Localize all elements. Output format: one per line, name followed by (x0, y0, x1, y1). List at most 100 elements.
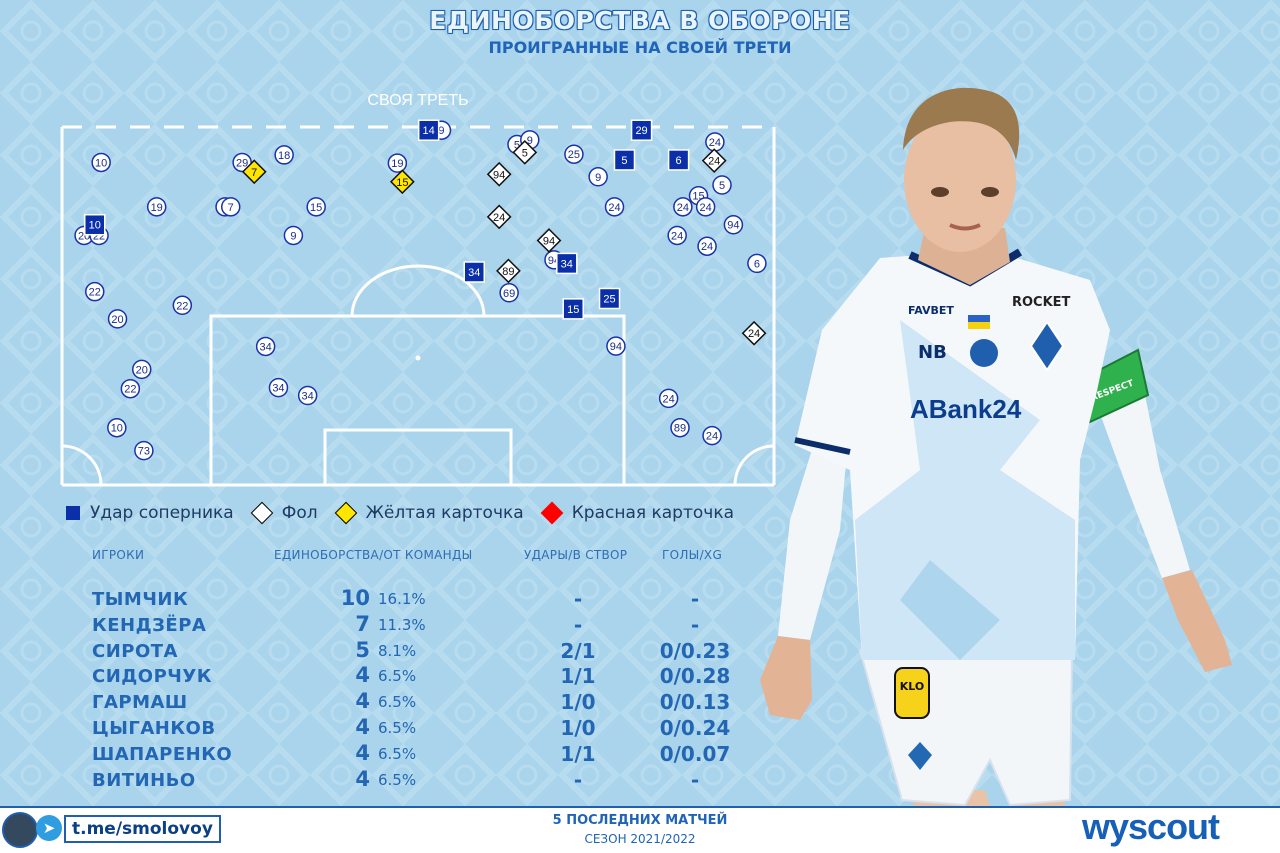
duel-point (747, 253, 767, 274)
duel-point (107, 309, 128, 329)
table-row: ГАРМАШ 4 6.5% 1/0 0/0.13 (0, 689, 760, 716)
duel-point (172, 295, 193, 316)
shot-point (417, 119, 440, 141)
duel-point-label: 94 (727, 220, 739, 232)
header-duels: ЕДИНОБОРСТВА/ОТ КОМАНДЫ (274, 548, 473, 562)
duels-count: 4 (355, 715, 370, 739)
duel-point-label: 94 (610, 341, 622, 353)
shorts-logo-icon (894, 667, 930, 719)
yellow-card-point (241, 159, 267, 185)
duel-point-label: 15 (310, 202, 322, 214)
duel-point (658, 388, 679, 409)
shot-point (84, 213, 106, 236)
legend-label: Жёлтая карточка (365, 503, 524, 523)
duel-point-label: 20 (136, 364, 148, 376)
svg-text:NB: NB (918, 342, 947, 363)
table-row: ШАПАРЕНКО 4 6.5% 1/1 0/0.07 (0, 741, 760, 768)
table-row: СИРОТА 5 8.1% 2/1 0/0.23 (0, 637, 760, 665)
duel-point-label: 73 (138, 446, 150, 458)
duel-point (120, 378, 141, 399)
player-name: СИРОТА (92, 640, 178, 662)
duel-point (604, 197, 625, 217)
foul-point-label: 89 (502, 266, 514, 278)
player-name: ШАПАРЕНКО (92, 743, 233, 765)
page-title: ЕДИНОБОРСТВА В ОБОРОНЕ (429, 6, 851, 35)
svg-text:KLO: KLO (900, 680, 925, 693)
goals-xg: 0/0.28 (659, 664, 731, 689)
foul-point (701, 148, 727, 174)
foul-point (496, 258, 521, 284)
player-name: ГАРМАШ (92, 692, 188, 714)
duels-count: 7 (355, 611, 370, 636)
foul-point (512, 140, 538, 165)
table-row: СИДОРЧУК 4 6.5% 1/1 0/0.28 (0, 663, 760, 690)
table-row: ТЫМЧИК 10 16.1% - - (0, 586, 760, 613)
duel-point (274, 145, 294, 165)
player-name: СИДОРЧУК (92, 666, 212, 688)
duel-point (670, 417, 690, 438)
duel-point-label: 10 (95, 157, 107, 169)
corner-arc-right (733, 444, 775, 486)
duel-point-label: 22 (89, 287, 101, 299)
duel-point-label: 5 (719, 180, 725, 192)
duel-point (91, 152, 111, 173)
shot-point-label: 25 (603, 293, 615, 305)
footer-divider (0, 806, 1280, 808)
duel-point (131, 359, 152, 380)
duels-count: 4 (355, 689, 370, 714)
duel-point (232, 152, 252, 173)
duel-point (673, 197, 693, 217)
duel-point (564, 144, 584, 164)
duel-point-label: 29 (236, 157, 248, 169)
goals-xg: 0/0.24 (659, 716, 731, 740)
duel-point-label: 20 (111, 314, 123, 326)
foul-point-label: 5 (522, 147, 528, 159)
duel-point-label: 25 (568, 149, 580, 161)
duel-point-label: 69 (503, 288, 515, 300)
duel-point (712, 175, 732, 195)
shot-point-label: 5 (621, 155, 627, 167)
duel-point-label: 34 (272, 383, 284, 395)
duel-point-label: 10 (111, 423, 123, 435)
duel-point-label: 9 (527, 135, 533, 147)
duel-point (255, 336, 276, 357)
foul-point-label: 24 (748, 328, 760, 340)
penalty-arc (350, 264, 486, 317)
player-name: ТЫМЧИК (92, 589, 189, 610)
duel-point-label: 34 (302, 391, 314, 403)
shots-on-target: 2/1 (560, 638, 596, 663)
duel-point (588, 167, 608, 187)
telegram-link[interactable]: t.me/smolovoy (64, 815, 221, 843)
duels-count: 5 (355, 637, 370, 662)
duel-point-label: 18 (278, 150, 290, 162)
duels-percent: 6.5% (378, 667, 417, 686)
shots-on-target: 1/0 (560, 716, 596, 740)
duel-point-label: 6 (754, 258, 760, 270)
shot-point-label: 10 (89, 220, 101, 232)
duel-point-label: 24 (677, 202, 689, 214)
duels-count: 4 (355, 766, 370, 791)
foul-point (486, 161, 512, 187)
duel-point-label: 24 (671, 230, 683, 242)
duel-point (134, 440, 154, 461)
duels-count: 10 (340, 586, 370, 610)
duel-point (85, 281, 105, 302)
season-label: СЕЗОН 2021/2022 (584, 832, 696, 846)
foul-point-label: 94 (543, 235, 555, 247)
duel-point-label: 19 (391, 158, 403, 170)
duel-point (306, 197, 326, 217)
foul-point-label: 94 (493, 169, 505, 181)
duel-point-label: 9 (438, 125, 444, 137)
yellow-card-point-label: 7 (251, 167, 257, 179)
svg-text:FAVBET: FAVBET (908, 304, 954, 317)
duel-point-label: 24 (701, 241, 713, 253)
duels-percent: 8.1% (378, 641, 417, 660)
duel-point (146, 197, 167, 217)
goal-area (323, 428, 513, 487)
duel-point-label: 9 (595, 172, 601, 184)
shot-point (667, 149, 690, 171)
duel-point-label: 89 (674, 423, 686, 435)
duels-percent: 6.5% (378, 693, 417, 712)
duel-point-label: 19 (151, 202, 163, 214)
